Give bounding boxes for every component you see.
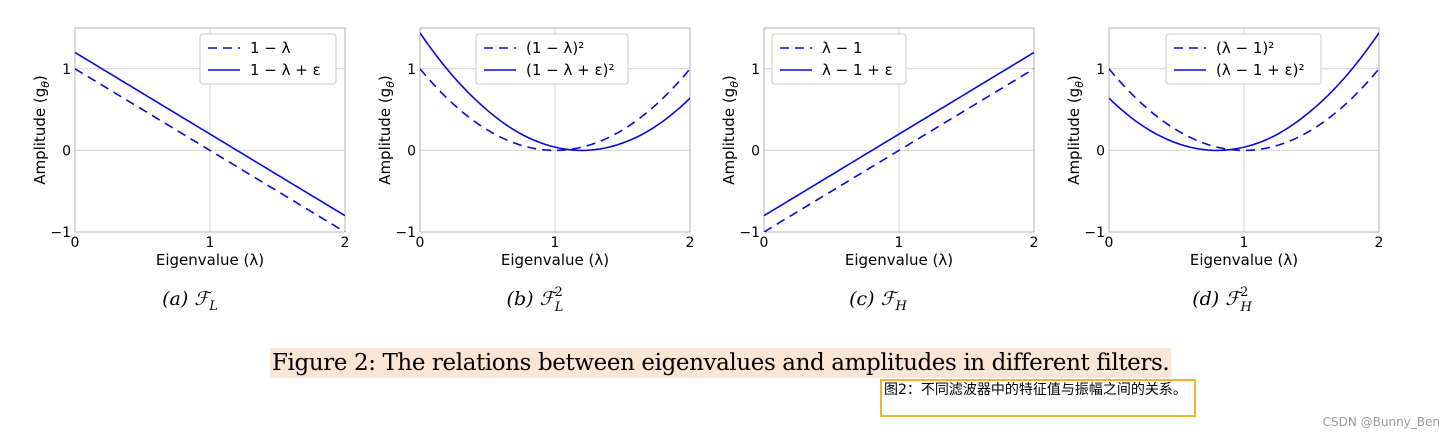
x-axis-label: Eigenvalue (λ)	[845, 251, 953, 269]
translation-annotation: 图2：不同滤波器中的特征值与振幅之间的关系。	[880, 379, 1196, 417]
series-line-1	[1109, 68, 1379, 152]
subfigure-caption: (d) ℱ2 H	[1192, 285, 1252, 315]
series-line-2	[420, 32, 690, 152]
plot-frame	[419, 27, 691, 233]
legend: (1 − λ)² (1 − λ + ε)²	[475, 33, 629, 85]
subfigure-caption: (a) ℱL	[162, 288, 218, 314]
legend-box	[199, 33, 337, 85]
legend-label-1: 1 − λ	[250, 39, 291, 57]
y-axis-label: Amplitude (gθ)	[376, 75, 397, 185]
legend-label-2: (1 − λ + ε)²	[526, 61, 614, 79]
y-tick-label: 0	[1096, 143, 1105, 159]
x-tick-label: 1	[551, 235, 560, 251]
y-tick-label: 1	[62, 62, 71, 78]
x-tick-label: 2	[1030, 235, 1039, 251]
x-tick-label: 0	[760, 235, 769, 251]
plot-frame	[763, 27, 1035, 233]
figure-caption: Figure 2: The relations between eigenval…	[270, 348, 1172, 378]
x-axis-label: Eigenvalue (λ)	[501, 251, 609, 269]
legend-label-2: λ − 1 + ε	[822, 61, 893, 79]
y-tick-label: 1	[751, 62, 760, 78]
legend: 1 − λ 1 − λ + ε	[199, 33, 337, 85]
legend-box	[475, 33, 629, 85]
series-line-1	[764, 68, 1034, 232]
x-tick-label: 0	[71, 235, 80, 251]
watermark: CSDN @Bunny_Ben	[1322, 415, 1440, 429]
x-tick-label: 2	[1375, 235, 1384, 251]
y-tick-label: 0	[407, 143, 416, 159]
x-tick-label: 0	[416, 235, 425, 251]
y-tick-label: −1	[1084, 225, 1105, 241]
legend-label-1: (λ − 1)²	[1216, 39, 1274, 57]
y-tick-label: −1	[395, 225, 416, 241]
x-tick-label: 1	[895, 235, 904, 251]
series-line-1	[75, 68, 345, 232]
subfigure-caption: (c) ℱH	[849, 288, 907, 314]
legend: (λ − 1)² (λ − 1 + ε)²	[1165, 33, 1322, 85]
plot-frame	[1108, 27, 1380, 233]
y-axis-label: Amplitude (gθ)	[720, 75, 741, 185]
y-tick-label: 0	[62, 143, 71, 159]
subfigure-caption: (b) ℱ2 L	[507, 285, 564, 315]
legend: λ − 1 λ − 1 + ε	[771, 33, 907, 85]
x-axis-label: Eigenvalue (λ)	[1190, 251, 1298, 269]
x-tick-label: 2	[341, 235, 350, 251]
y-tick-label: 0	[751, 143, 760, 159]
legend-box	[771, 33, 907, 85]
legend-box	[1165, 33, 1322, 85]
y-tick-label: −1	[50, 225, 71, 241]
legend-label-1: (1 − λ)²	[526, 39, 584, 57]
series-line-2	[75, 51, 345, 217]
series-line-2	[1109, 32, 1379, 152]
x-tick-label: 2	[686, 235, 695, 251]
x-axis-label: Eigenvalue (λ)	[156, 251, 264, 269]
y-tick-label: 1	[1096, 62, 1105, 78]
y-axis-label: Amplitude (gθ)	[31, 75, 52, 185]
y-tick-label: −1	[739, 225, 760, 241]
y-tick-label: 1	[407, 62, 416, 78]
series-line-1	[420, 68, 690, 152]
series-line-2	[764, 51, 1034, 217]
x-tick-label: 0	[1105, 235, 1114, 251]
x-tick-label: 1	[1240, 235, 1249, 251]
legend-label-2: (λ − 1 + ε)²	[1216, 61, 1304, 79]
legend-label-1: λ − 1	[822, 39, 863, 57]
x-tick-label: 1	[206, 235, 215, 251]
y-axis-label: Amplitude (gθ)	[1065, 75, 1086, 185]
plot-frame	[74, 27, 346, 233]
legend-label-2: 1 − λ + ε	[250, 61, 321, 79]
